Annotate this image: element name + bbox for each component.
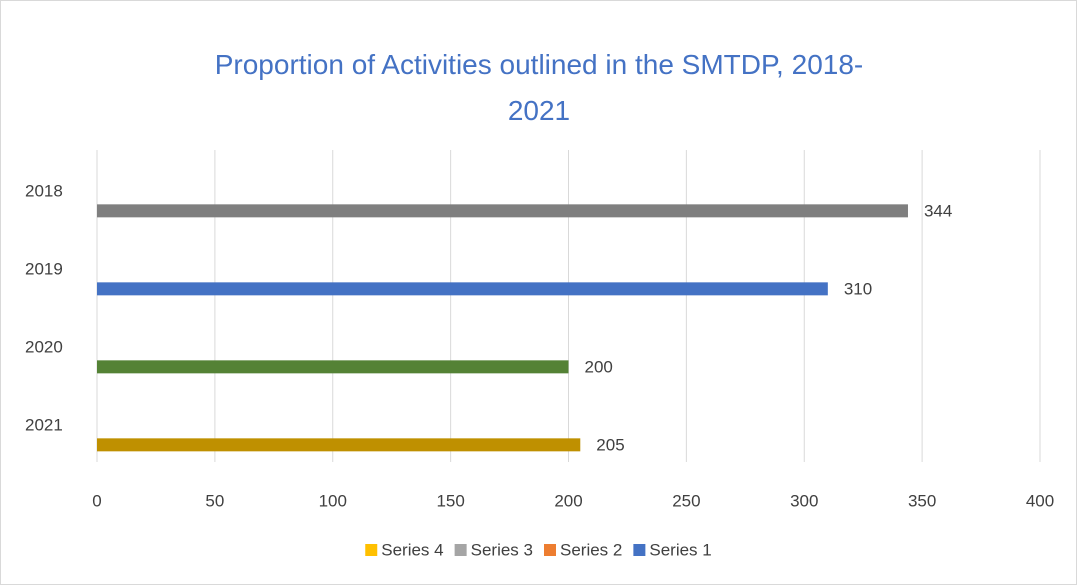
legend-label: Series 2 [560,540,622,559]
data-label: 310 [844,279,872,298]
x-tick-label: 300 [790,491,818,510]
x-tick-label: 250 [672,491,700,510]
y-tick-label: 2021 [25,415,63,434]
bar [97,360,569,374]
legend-swatch [544,544,556,556]
x-tick-label: 100 [319,491,347,510]
x-tick-label: 200 [554,491,582,510]
y-tick-label: 2019 [25,259,63,278]
legend-label: Series 1 [649,540,711,559]
legend-swatch [365,544,378,556]
legend-label: Series 3 [471,540,533,559]
legend-swatch [633,544,646,556]
data-label: 344 [924,201,952,220]
y-tick-label: 2018 [25,181,63,200]
x-tick-label: 350 [908,491,936,510]
data-label: 205 [596,435,624,454]
legend-swatch [454,544,467,556]
x-tick-label: 150 [436,491,464,510]
x-tick-label: 0 [92,491,101,510]
bar [97,438,581,452]
x-tick-label: 400 [1026,491,1054,510]
data-label: 200 [585,357,613,376]
bar [97,282,828,296]
bar [97,204,908,218]
y-tick-label: 2020 [25,337,63,356]
x-tick-label: 50 [205,491,224,510]
legend-label: Series 4 [381,540,443,559]
chart-title: Proportion of Activities outlined in the… [214,49,864,126]
